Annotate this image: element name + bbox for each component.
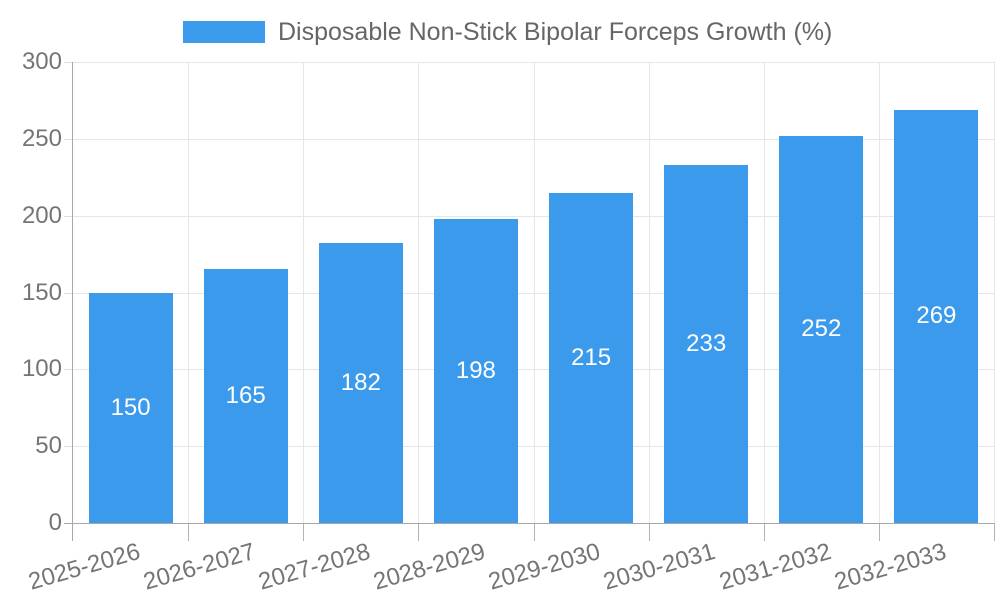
bar-value-label: 215 xyxy=(571,343,612,371)
legend-item[interactable]: Disposable Non-Stick Bipolar Forceps Gro… xyxy=(183,17,832,47)
x-axis-tick xyxy=(418,523,419,541)
x-axis-tick xyxy=(188,523,189,541)
x-gridline xyxy=(994,62,995,523)
y-gridline xyxy=(73,139,994,140)
y-axis-tick-label: 150 xyxy=(21,279,62,306)
legend-label: Disposable Non-Stick Bipolar Forceps Gro… xyxy=(278,18,833,46)
x-axis-category-label: 2028-2029 xyxy=(370,538,489,596)
y-gridline xyxy=(73,369,994,370)
x-axis-tick xyxy=(764,523,765,541)
x-axis-category-label: 2031-2032 xyxy=(715,538,834,596)
x-axis-tick xyxy=(879,523,880,541)
bar-value-label: 269 xyxy=(916,302,957,330)
x-gridline xyxy=(764,62,765,523)
y-axis-tick-label: 100 xyxy=(21,355,62,382)
bar-value-label: 233 xyxy=(686,330,727,357)
y-axis-line xyxy=(72,62,73,541)
y-axis-tick xyxy=(64,293,73,294)
x-gridline xyxy=(879,62,880,523)
x-axis-category-label: 2032-2033 xyxy=(831,538,949,596)
legend-swatch xyxy=(183,21,265,43)
x-gridline xyxy=(534,62,535,523)
x-axis-line xyxy=(64,523,994,524)
bar-value-label: 198 xyxy=(455,356,496,384)
y-axis-tick-label: 50 xyxy=(35,432,62,459)
bar[interactable] xyxy=(779,135,864,523)
bar-value-label: 150 xyxy=(110,393,151,421)
bar[interactable] xyxy=(203,269,288,523)
x-axis-category-label: 2027-2028 xyxy=(255,538,374,596)
x-axis-category-label: 2025-2026 xyxy=(25,538,144,596)
x-axis-category-label: 2030-2031 xyxy=(600,538,719,596)
bar[interactable] xyxy=(549,192,634,523)
y-axis-tick-label: 0 xyxy=(48,509,62,536)
bar[interactable] xyxy=(318,243,403,523)
bar[interactable] xyxy=(88,292,173,523)
x-axis-tick xyxy=(534,523,535,541)
x-gridline xyxy=(188,62,189,523)
x-axis-category-label: 2026-2027 xyxy=(140,538,259,596)
bar[interactable] xyxy=(664,165,749,523)
x-axis-tick xyxy=(303,523,304,541)
x-axis-category-label: 2029-2030 xyxy=(485,538,604,596)
y-axis-tick-label: 300 xyxy=(21,48,62,75)
y-axis-tick xyxy=(64,216,73,217)
y-axis-tick xyxy=(64,369,73,370)
bar-value-label: 165 xyxy=(225,382,266,410)
y-axis-tick xyxy=(64,446,73,447)
bar[interactable] xyxy=(894,109,979,523)
x-gridline xyxy=(303,62,304,523)
y-axis-tick xyxy=(64,139,73,140)
x-axis-tick xyxy=(649,523,650,541)
y-axis-tick-label: 200 xyxy=(21,202,62,229)
bar[interactable] xyxy=(433,218,518,523)
x-gridline xyxy=(418,62,419,523)
y-axis-tick xyxy=(64,62,73,63)
y-gridline xyxy=(73,446,994,447)
bar-value-label: 252 xyxy=(801,315,842,343)
y-gridline xyxy=(73,216,994,217)
bar-value-label: 182 xyxy=(340,369,381,397)
y-gridline xyxy=(73,293,994,294)
x-axis-tick xyxy=(994,523,995,541)
x-gridline xyxy=(649,62,650,523)
y-gridline xyxy=(73,62,994,63)
y-axis-tick-label: 250 xyxy=(21,125,62,152)
